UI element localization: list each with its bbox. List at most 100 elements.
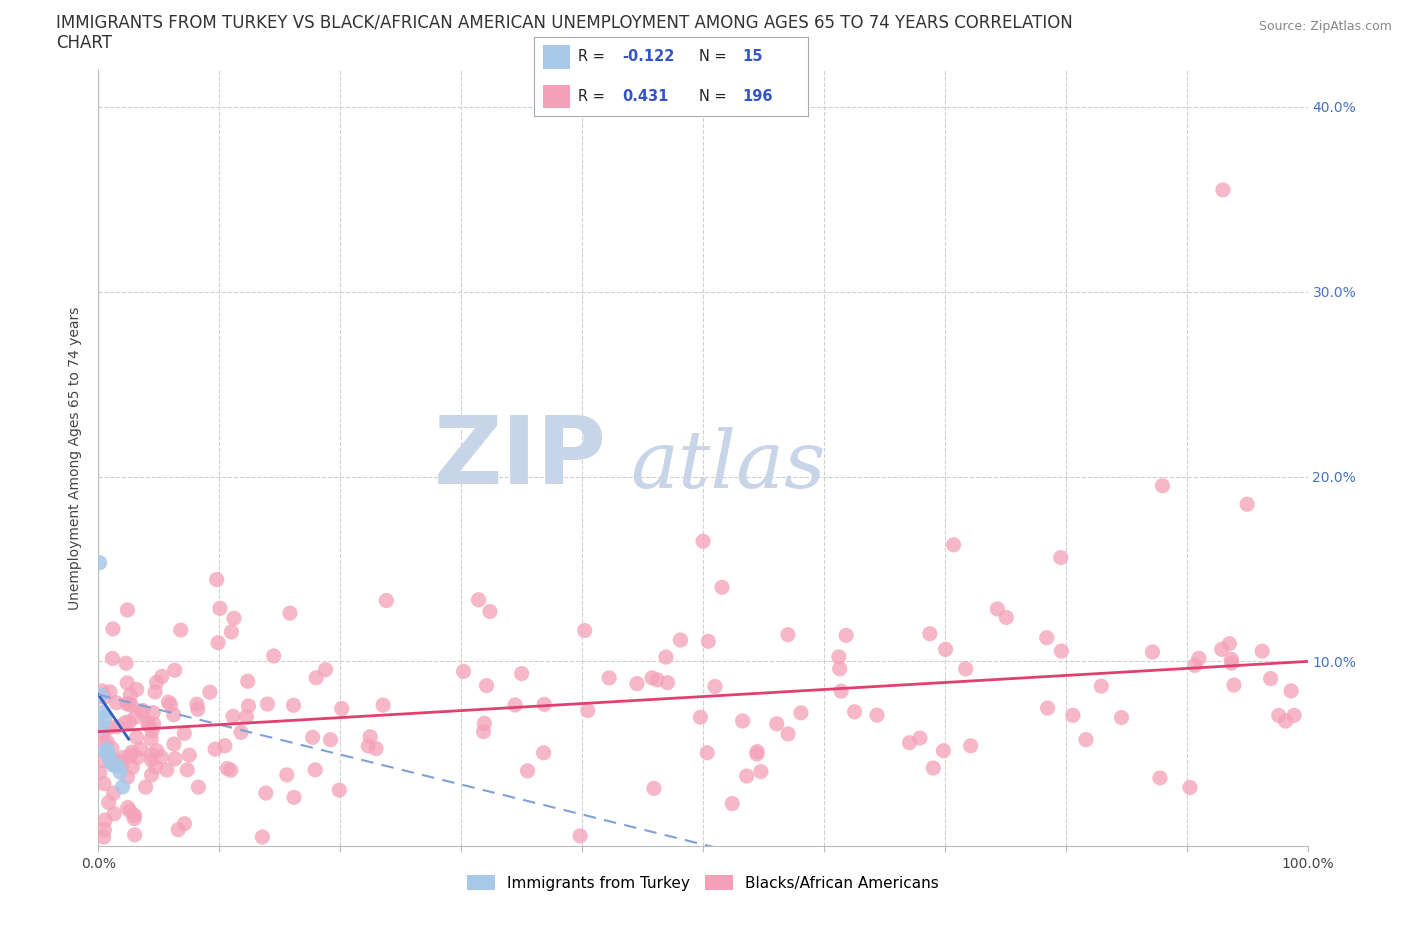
Point <box>790 706 813 721</box>
Point <box>142 705 165 720</box>
Point <box>93 690 115 705</box>
Point <box>1111 711 1133 725</box>
Point <box>315 662 337 677</box>
Point <box>721 796 744 811</box>
Point <box>93 822 115 837</box>
Point <box>89 555 111 570</box>
Text: N =: N = <box>699 49 727 64</box>
Point <box>118 714 141 729</box>
Point <box>93 830 115 844</box>
Point <box>371 698 394 712</box>
Point <box>105 719 128 734</box>
Point <box>120 687 142 702</box>
Point <box>146 743 169 758</box>
Point <box>170 622 193 637</box>
Point <box>922 761 945 776</box>
Point <box>1220 652 1243 667</box>
Point <box>103 786 125 801</box>
Point <box>229 724 252 739</box>
Point <box>918 626 941 641</box>
Point <box>91 720 114 735</box>
Point <box>1251 644 1274 658</box>
Point <box>91 724 114 739</box>
Text: atlas: atlas <box>630 427 825 505</box>
Point <box>776 726 799 741</box>
Point <box>124 808 146 823</box>
Point <box>689 710 711 724</box>
Point <box>115 656 138 671</box>
Point <box>533 697 555 711</box>
Point <box>117 770 139 785</box>
Point <box>141 747 163 762</box>
Text: -0.122: -0.122 <box>621 49 675 64</box>
Point <box>645 672 668 687</box>
Point <box>214 738 236 753</box>
Point <box>576 703 599 718</box>
Point <box>103 806 125 821</box>
Point <box>163 707 186 722</box>
Point <box>89 689 111 704</box>
Point <box>105 696 128 711</box>
Point <box>173 726 195 741</box>
Point <box>100 754 122 769</box>
Point <box>643 781 665 796</box>
Point <box>357 738 380 753</box>
Point <box>110 753 132 768</box>
Text: 0.431: 0.431 <box>621 89 668 104</box>
Point <box>1184 658 1206 672</box>
Point <box>176 763 198 777</box>
Point <box>221 624 243 639</box>
Point <box>1090 679 1112 694</box>
Point <box>143 684 166 699</box>
Point <box>533 745 555 760</box>
Point <box>830 684 852 698</box>
Point <box>735 768 758 783</box>
Point <box>1211 642 1233 657</box>
Point <box>141 767 163 782</box>
Point <box>93 711 115 725</box>
Point <box>159 698 181 712</box>
Point <box>236 674 259 689</box>
Point <box>276 767 298 782</box>
Point <box>121 760 143 775</box>
Point <box>167 822 190 837</box>
Point <box>1188 651 1211 666</box>
Point <box>98 684 121 699</box>
Point <box>145 675 167 690</box>
Point <box>101 758 124 773</box>
Point <box>89 765 111 780</box>
Point <box>235 710 257 724</box>
Point <box>655 650 678 665</box>
Point <box>467 592 489 607</box>
Point <box>157 695 180 710</box>
Point <box>101 621 124 636</box>
Point <box>118 804 141 818</box>
Point <box>156 763 179 777</box>
Point <box>364 741 387 756</box>
Point <box>866 708 889 723</box>
Point <box>569 829 592 844</box>
Point <box>142 716 165 731</box>
Point <box>124 828 146 843</box>
Point <box>131 705 153 720</box>
Point <box>942 538 965 552</box>
Point <box>198 684 221 699</box>
Point <box>204 742 226 757</box>
Point <box>278 605 301 620</box>
Point <box>219 763 242 777</box>
Point <box>711 579 734 594</box>
Point <box>669 632 692 647</box>
Point <box>1062 708 1084 723</box>
Point <box>101 741 124 756</box>
Point <box>747 744 769 759</box>
Point <box>125 682 148 697</box>
Point <box>91 684 114 698</box>
Point <box>375 593 398 608</box>
Point <box>98 750 121 764</box>
Point <box>283 698 305 712</box>
Point <box>121 745 143 760</box>
Point <box>510 666 533 681</box>
Point <box>986 602 1008 617</box>
Point <box>828 649 851 664</box>
Point <box>1149 771 1171 786</box>
